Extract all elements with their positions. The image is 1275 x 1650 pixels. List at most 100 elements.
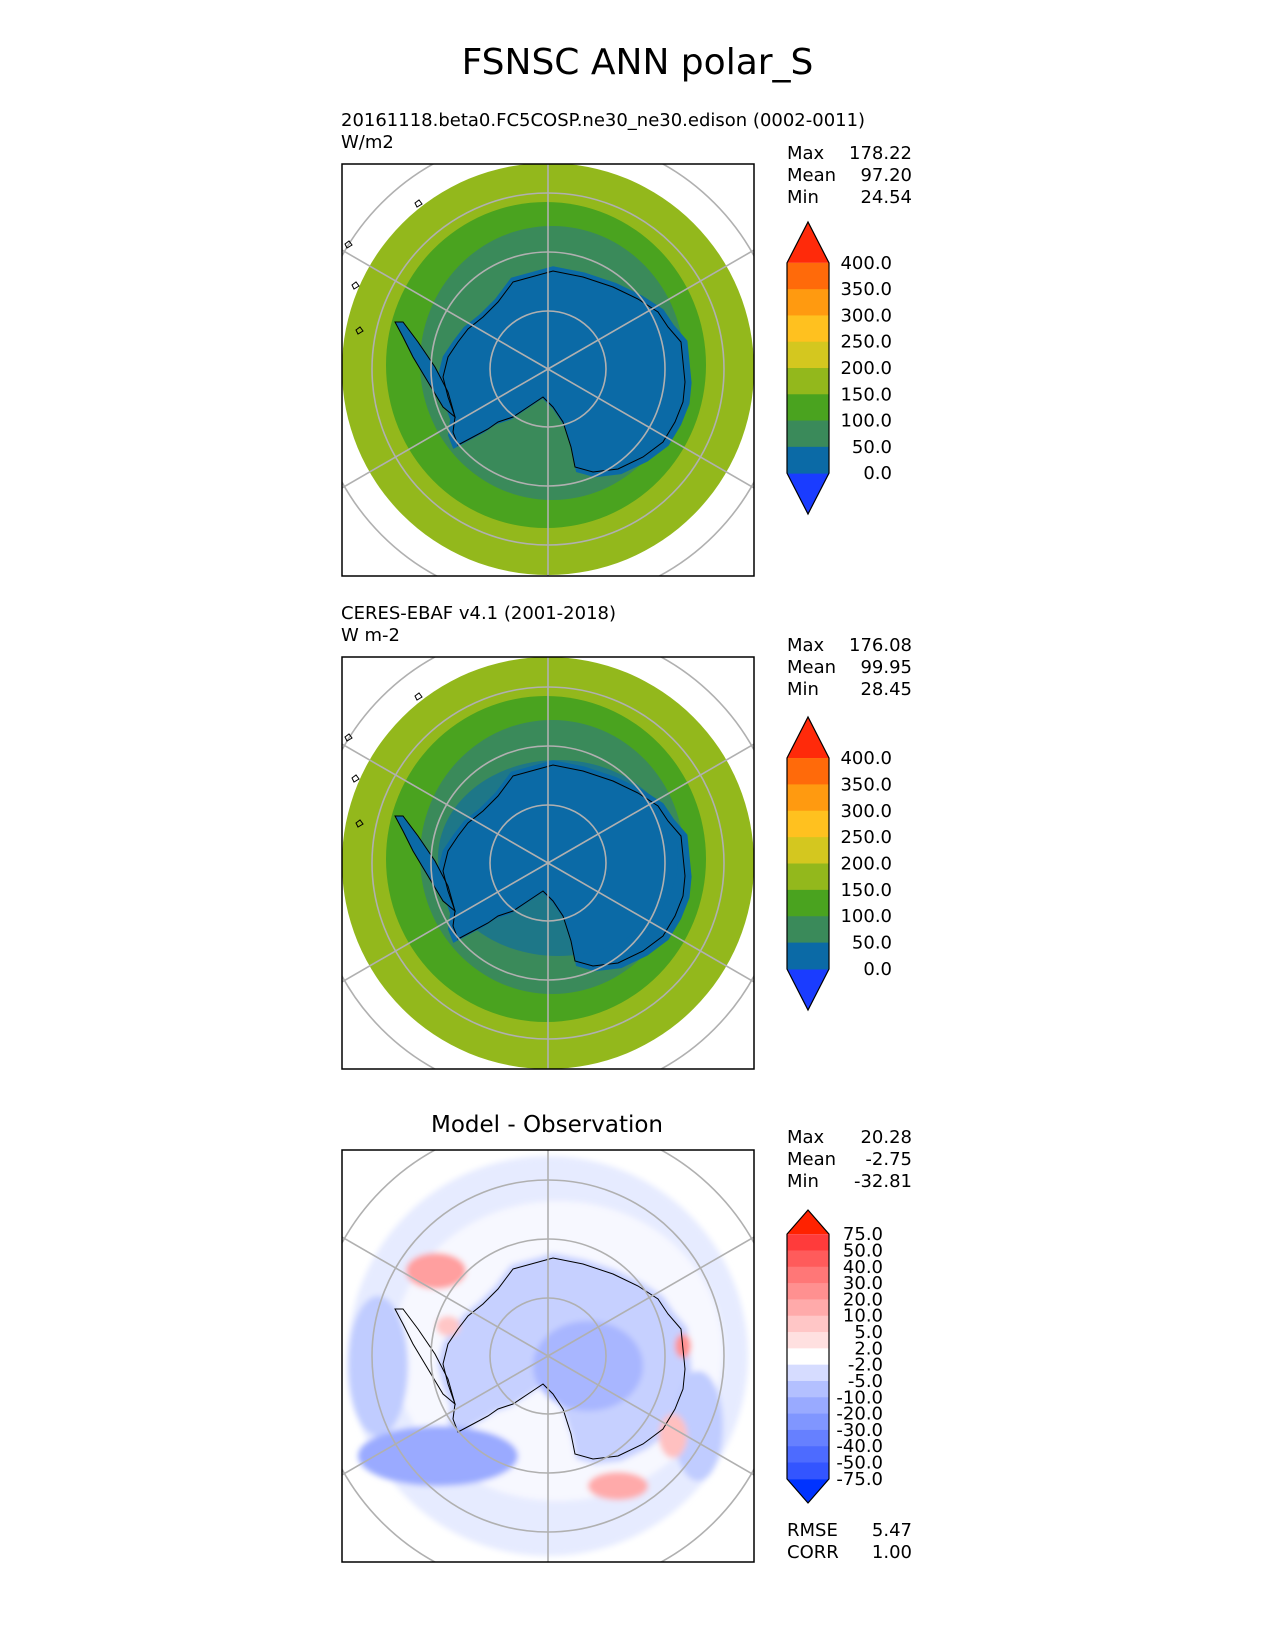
island-outline: [344, 240, 353, 249]
colorbar-tick-label: -40.0: [836, 1436, 883, 1457]
contour-0-50: [437, 266, 692, 478]
colorbar-tick-label: 400.0: [840, 253, 892, 274]
colorbar-bin: [787, 315, 829, 343]
panel2-max-value: 176.08: [849, 635, 912, 656]
map-frame-2: [341, 656, 755, 1070]
colorbar-bin: [787, 1446, 829, 1464]
colorbar-bin: [787, 262, 829, 290]
colorbar-tick-label: 0.0: [863, 959, 892, 980]
longitude-line: [342, 743, 549, 864]
anomaly-ross-sea: [358, 1426, 518, 1486]
panel1-max-value: 178.22: [849, 143, 912, 164]
panel1-units: W/m2: [341, 132, 394, 153]
colorbar-tick-label: 0.0: [863, 463, 892, 484]
panel3-corr-label: CORR: [787, 1542, 839, 1563]
map-frame-1: [341, 163, 755, 577]
panel1-min-value: 24.54: [860, 187, 912, 208]
anomaly-interior: [533, 1321, 643, 1411]
colorbar-outline: [786, 1209, 830, 1504]
colorbar-bin: [787, 837, 829, 864]
colorbar-extend-max: [787, 222, 829, 263]
longitude-line: [342, 1355, 549, 1476]
colorbar-tick-label: -10.0: [836, 1387, 883, 1408]
longitude-line: [547, 368, 754, 489]
longitude-line: [547, 249, 754, 370]
coastline: [442, 1257, 686, 1460]
coastline: [442, 270, 686, 473]
colorbar-tick-label: 50.0: [852, 437, 892, 458]
colorbar-bin: [787, 1299, 829, 1317]
colorbar-bin: [787, 784, 829, 812]
contour-0-50-peninsula: [395, 816, 455, 911]
colorbar-tick-label: 20.0: [843, 1289, 883, 1310]
island-outline: [351, 281, 360, 290]
anomaly-positive-south: [588, 1472, 648, 1500]
colorbar-tick-label: -5.0: [848, 1371, 883, 1392]
colorbar-tick-label: 200.0: [840, 854, 892, 875]
colorbar-bin: [787, 289, 829, 316]
colorbar-tick-label: -75.0: [836, 1469, 883, 1490]
island-outline: [344, 733, 353, 742]
colorbar-2: 400.0 350.0 300.0 250.0 200.0 150.0 100.0 50.0 0…: [786, 715, 892, 1012]
island-outline: [351, 774, 360, 783]
colorbar-tick-label: 100.0: [840, 906, 892, 927]
panel2-min-label: Min: [787, 679, 819, 700]
colorbar-tick-label: 150.0: [840, 880, 892, 901]
colorbar-bin: [787, 420, 829, 448]
colorbar-bin: [787, 942, 829, 970]
panel3-rmse-label: RMSE: [787, 1520, 838, 1541]
colorbar-tick-label: 100.0: [840, 411, 892, 432]
island-outline: [414, 692, 423, 701]
anomaly-field: [348, 1156, 748, 1556]
colorbar-1: 400.0 350.0 300.0 250.0 200.0 150.0 100.0 50.0 0…: [786, 220, 892, 516]
anomaly-east: [673, 1371, 723, 1481]
colorbar-tick-label: -50.0: [836, 1453, 883, 1474]
contour-0-50-peninsula: [395, 322, 455, 417]
panel3-rmse-value: 5.47: [871, 1520, 912, 1541]
panel3-max-value: 20.28: [860, 1127, 912, 1148]
colorbar-tick-label: 350.0: [840, 279, 892, 300]
panel3-title: Model - Observation: [430, 1112, 664, 1138]
panel2-min-value: 28.45: [860, 679, 912, 700]
longitude-line: [342, 1236, 549, 1357]
colorbar-tick-label: 5.0: [854, 1322, 883, 1343]
colorbar-extend-min: [787, 473, 829, 514]
colorbar-tick-label: 200.0: [840, 358, 892, 379]
figure-title: FSNSC ANN polar_S: [461, 42, 814, 83]
anomaly-positive-east: [659, 1414, 687, 1458]
colorbar-tick-label: 40.0: [843, 1257, 883, 1278]
colorbar-bin: [787, 368, 829, 395]
panel1-mean-label: Mean: [787, 165, 837, 186]
colorbar-tick-label: 10.0: [843, 1306, 883, 1327]
colorbar-extend-min: [787, 968, 829, 1010]
panel2-max-label: Max: [787, 635, 825, 656]
longitude-line: [547, 1355, 754, 1476]
colorbar-tick-label: 250.0: [840, 332, 892, 353]
colorbar-bin: [787, 1250, 829, 1268]
island-outline: [355, 326, 364, 335]
panel3-mean-label: Mean: [787, 1149, 837, 1170]
colorbar-bin: [787, 1332, 829, 1349]
colorbar-bin: [787, 863, 829, 891]
panel3-max-label: Max: [787, 1127, 825, 1148]
colorbar-bin: [787, 1283, 829, 1300]
colorbar-outline: [786, 715, 830, 1012]
panel1-mean-value: 97.20: [860, 165, 912, 186]
panel1-min-label: Min: [787, 187, 819, 208]
colorbar-tick-label: -2.0: [848, 1355, 883, 1376]
colorbar-bin: [787, 1380, 829, 1398]
polar-map-3: [342, 1150, 754, 1562]
map-frame-3: [341, 1149, 755, 1563]
polar-map-1: [342, 164, 754, 576]
panel3-corr-value: 1.00: [871, 1542, 912, 1563]
panel3-min-label: Min: [787, 1171, 819, 1192]
colorbar-extend-max: [787, 1210, 829, 1235]
colorbar-bin: [787, 758, 829, 785]
colorbar-3: 75.050.040.030.020.010.05.02.0-2.0-5.0-1…: [786, 1209, 883, 1504]
colorbar-bin: [787, 810, 829, 838]
panel2-mean-label: Mean: [787, 657, 837, 678]
anomaly-positive-peninsula: [406, 1253, 466, 1289]
colorbar-bin: [787, 1429, 829, 1447]
colorbar-tick-label: 75.0: [843, 1224, 883, 1245]
